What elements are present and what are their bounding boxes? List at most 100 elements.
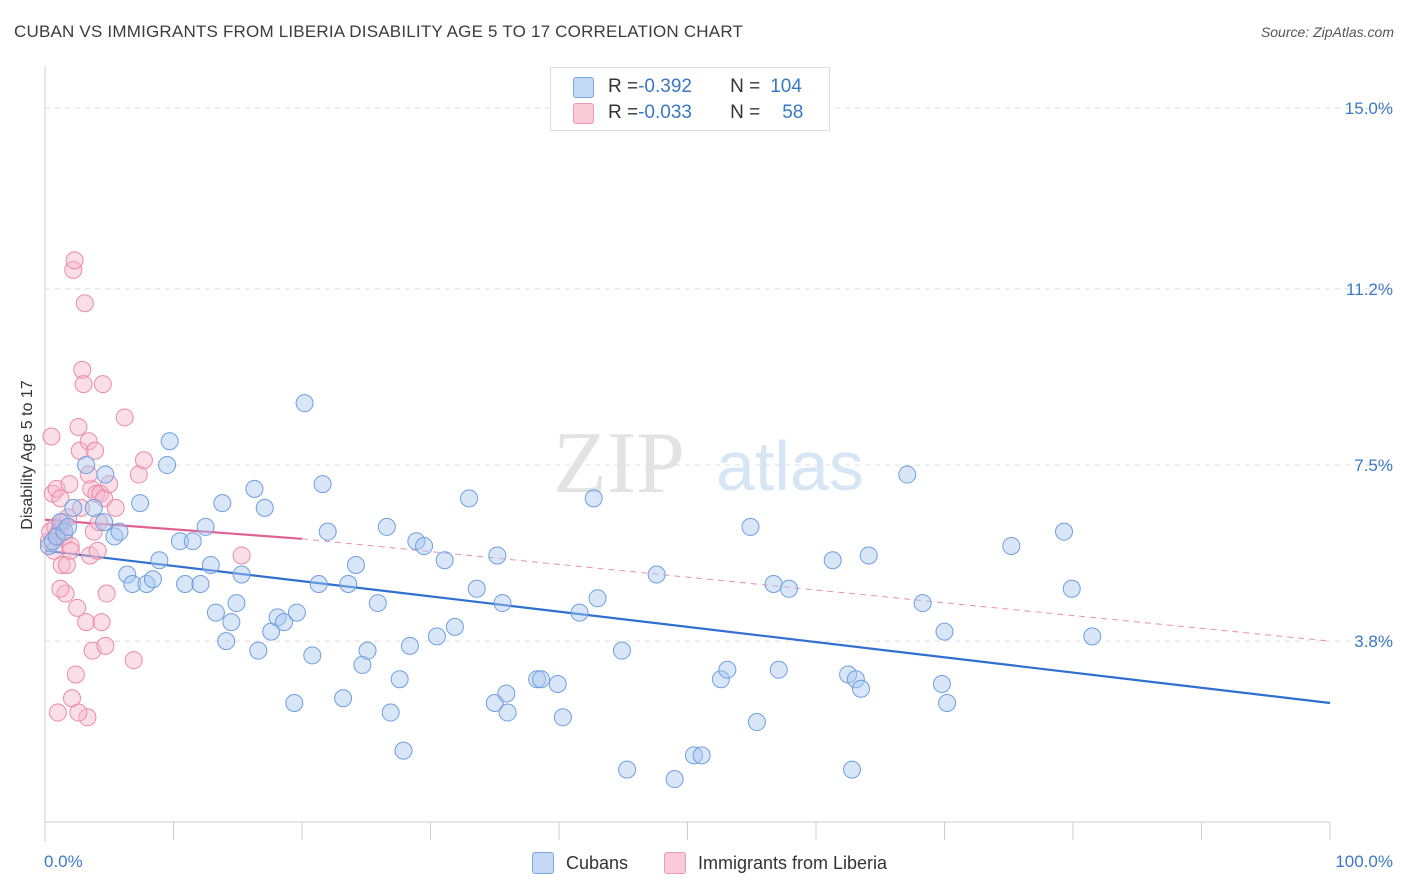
point-liberia <box>51 489 70 508</box>
point-liberia <box>69 417 88 436</box>
point-liberia <box>82 479 101 498</box>
point-cubans <box>427 627 446 646</box>
point-cubans <box>692 746 711 765</box>
legend-n-value: 58 <box>782 102 804 123</box>
point-liberia <box>89 513 108 532</box>
point-liberia <box>88 541 107 560</box>
point-cubans <box>222 613 241 632</box>
point-liberia <box>56 584 75 603</box>
point-liberia <box>60 475 79 494</box>
point-cubans <box>553 708 572 727</box>
legend-n-value: 104 <box>770 76 802 97</box>
legend-row-cubans: R = -0.392 N = 104 <box>573 75 802 99</box>
legend-r-label: R = <box>608 76 639 97</box>
point-cubans <box>303 646 322 665</box>
point-cubans <box>913 594 932 613</box>
point-cubans <box>932 674 951 693</box>
point-cubans <box>859 546 878 565</box>
point-cubans <box>232 565 251 584</box>
point-cubans <box>493 594 512 613</box>
point-cubans <box>96 465 115 484</box>
point-cubans <box>460 489 479 508</box>
point-cubans <box>368 594 387 613</box>
point-liberia <box>65 251 84 270</box>
point-cubans <box>196 517 215 536</box>
point-liberia <box>232 546 251 565</box>
point-cubans <box>485 694 504 713</box>
point-cubans <box>497 684 516 703</box>
point-cubans <box>150 551 169 570</box>
point-cubans <box>1002 536 1021 555</box>
point-cubans <box>764 575 783 594</box>
point-liberia <box>61 541 80 560</box>
legend-r-value: -0.392 <box>638 76 692 97</box>
legend-item-liberia: Immigrants from Liberia <box>664 852 887 874</box>
legend-swatch-blue <box>573 76 594 98</box>
axes <box>44 66 1331 842</box>
point-cubans <box>467 579 486 598</box>
point-liberia <box>57 555 76 574</box>
chart-title: CUBAN VS IMMIGRANTS FROM LIBERIA DISABIL… <box>14 22 744 41</box>
y-tick-label: 11.2% <box>1346 280 1393 299</box>
point-liberia <box>48 703 67 722</box>
point-cubans <box>390 670 409 689</box>
legend-swatch-pink <box>573 102 594 124</box>
trend-line-cubans <box>44 549 1331 705</box>
legend-n-label: N = <box>730 102 761 123</box>
point-cubans <box>741 517 760 536</box>
point-cubans <box>309 575 328 594</box>
point-cubans <box>612 641 631 660</box>
point-cubans <box>647 565 666 584</box>
point-cubans <box>665 770 684 789</box>
point-cubans <box>718 660 737 679</box>
point-liberia <box>93 375 112 394</box>
point-cubans <box>268 608 287 627</box>
point-liberia <box>115 408 134 427</box>
y-tick-labels: 3.8% 7.5% 11.2% 15.0% <box>1345 99 1393 651</box>
legend-r-label: R = <box>608 102 639 123</box>
point-cubans <box>1083 627 1102 646</box>
point-cubans <box>711 670 730 689</box>
point-cubans <box>227 594 246 613</box>
point-cubans <box>275 613 294 632</box>
point-liberia <box>51 579 70 598</box>
legend-n-label: N = <box>730 76 761 97</box>
data-points <box>39 251 1102 789</box>
point-cubans <box>160 432 179 451</box>
point-cubans <box>170 532 189 551</box>
point-liberia <box>97 584 116 603</box>
point-cubans <box>313 475 332 494</box>
point-cubans <box>823 551 842 570</box>
trend-lines <box>44 518 1331 705</box>
point-liberia <box>73 360 92 379</box>
point-cubans <box>684 746 703 765</box>
point-liberia <box>74 375 93 394</box>
point-cubans <box>105 527 124 546</box>
point-cubans <box>123 575 142 594</box>
point-cubans <box>183 532 202 551</box>
point-cubans <box>528 670 547 689</box>
point-liberia <box>106 498 125 517</box>
point-cubans <box>938 694 957 713</box>
point-cubans <box>400 636 419 655</box>
point-liberia <box>42 427 61 446</box>
legend-label-liberia: Immigrants from Liberia <box>698 852 888 873</box>
legend-row-liberia: R = -0.033 N = 58 <box>573 101 803 125</box>
point-liberia <box>52 555 71 574</box>
point-liberia <box>79 432 98 451</box>
series-legend: Cubans Immigrants from Liberia <box>0 852 1406 878</box>
point-cubans <box>158 456 177 475</box>
point-cubans <box>285 694 304 713</box>
point-cubans <box>1055 522 1074 541</box>
point-cubans <box>64 498 83 517</box>
legend-label-cubans: Cubans <box>566 852 629 873</box>
point-cubans <box>488 546 507 565</box>
point-cubans <box>851 679 870 698</box>
point-cubans <box>548 674 567 693</box>
point-cubans <box>137 575 156 594</box>
x-tick-label-max: 100.0% <box>1335 852 1393 871</box>
point-cubans <box>415 536 434 555</box>
legend-swatch-cubans <box>532 852 554 874</box>
point-cubans <box>588 589 607 608</box>
point-liberia <box>64 260 83 279</box>
